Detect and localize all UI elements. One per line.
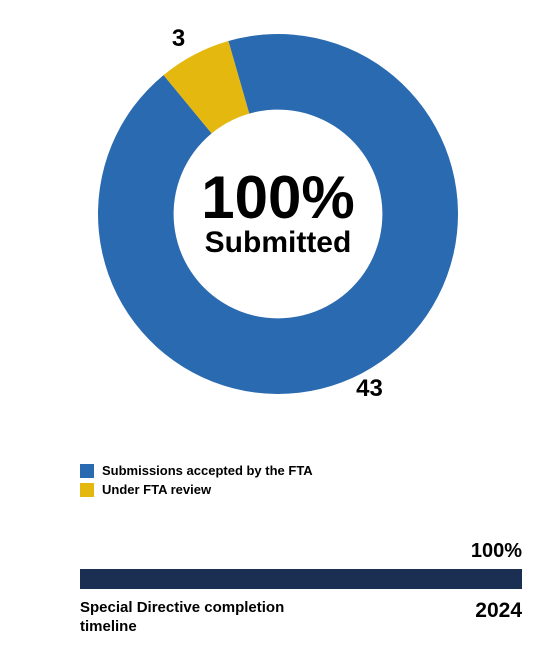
- legend-row: Submissions accepted by the FTA: [80, 463, 313, 478]
- page: 100% Submitted 43 3 Submissions accepted …: [0, 0, 556, 650]
- progress-bar-fill: [80, 569, 522, 589]
- progress-caption-right: 2024: [475, 599, 522, 623]
- donut-svg: [98, 34, 458, 394]
- legend-label: Submissions accepted by the FTA: [102, 463, 313, 478]
- progress-captions: Special Directive completion timeline 20…: [80, 599, 522, 637]
- legend-swatch-icon: [80, 483, 94, 497]
- progress-area: 100% Special Directive completion timeli…: [80, 540, 522, 637]
- donut-slice-label-accepted: 43: [356, 375, 383, 403]
- progress-bar: [80, 569, 522, 589]
- donut-slice-label-under_review: 3: [172, 25, 185, 53]
- donut-chart: 100% Submitted: [98, 34, 458, 394]
- legend-swatch-icon: [80, 464, 94, 478]
- legend: Submissions accepted by the FTA Under FT…: [80, 463, 313, 501]
- legend-row: Under FTA review: [80, 482, 313, 497]
- donut-slice-accepted: [98, 34, 458, 394]
- progress-percent-text: 100%: [80, 540, 522, 563]
- progress-caption-left: Special Directive completion timeline: [80, 599, 340, 637]
- legend-label: Under FTA review: [102, 482, 211, 497]
